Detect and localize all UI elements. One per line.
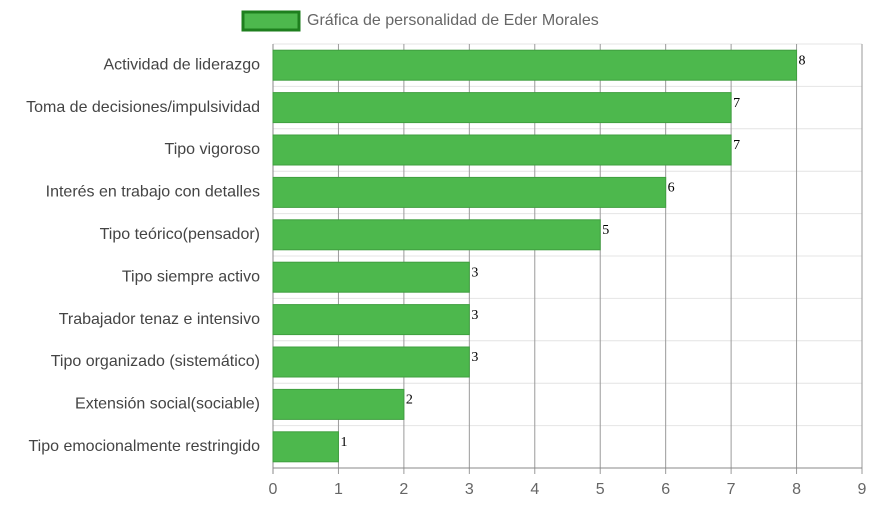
bar (272, 261, 470, 293)
y-tick-label: Tipo emocionalmente restringido (28, 438, 260, 455)
y-tick-label: Toma de decisiones/impulsividad (26, 99, 260, 116)
x-tick-label: 0 (269, 481, 278, 498)
data-label: 7 (733, 96, 740, 111)
data-label: 8 (799, 53, 806, 68)
bar (272, 388, 405, 420)
y-tick-label: Trabajador tenaz e intensivo (59, 311, 260, 328)
x-tick-label: 2 (399, 481, 408, 498)
x-tick-label: 6 (661, 481, 670, 498)
x-tick-label: 5 (596, 481, 605, 498)
y-tick-label: Actividad de liderazgo (103, 56, 260, 73)
data-label: 3 (471, 265, 478, 280)
y-tick-label: Tipo organizado (sistemático) (51, 353, 260, 370)
legend-swatch (241, 10, 301, 32)
x-tick-label: 7 (727, 481, 736, 498)
bar (272, 176, 667, 208)
data-label: 7 (733, 138, 740, 153)
bar (272, 304, 470, 336)
data-label: 5 (602, 223, 609, 238)
data-label: 1 (340, 435, 347, 450)
y-tick-label: Tipo vigoroso (165, 141, 261, 158)
bar (272, 49, 798, 81)
x-tick-label: 3 (465, 481, 474, 498)
x-tick-label: 1 (334, 481, 343, 498)
y-tick-label: Tipo teórico(pensador) (100, 226, 260, 243)
data-label: 6 (668, 181, 675, 196)
bar (272, 346, 470, 378)
bar (272, 219, 601, 251)
data-label: 2 (406, 393, 413, 408)
x-tick-label: 8 (792, 481, 801, 498)
data-label: 3 (471, 308, 478, 323)
y-tick-label: Tipo siempre activo (122, 268, 260, 285)
bar (272, 92, 732, 124)
x-tick-label: 9 (858, 481, 867, 498)
legend-label: Gráfica de personalidad de Eder Morales (307, 12, 599, 29)
bar (272, 134, 732, 166)
x-tick-label: 4 (530, 481, 539, 498)
bar (272, 431, 339, 463)
data-label: 3 (471, 350, 478, 365)
y-tick-label: Interés en trabajo con detalles (46, 184, 260, 201)
y-tick-label: Extensión social(sociable) (75, 396, 260, 413)
